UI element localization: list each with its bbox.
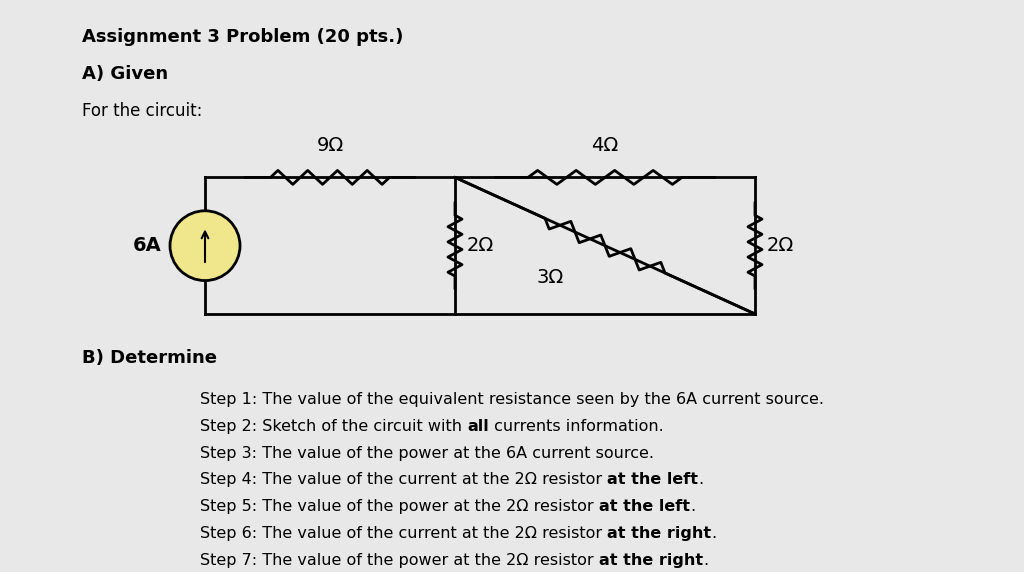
Text: Step 4: The value of the current at the 2Ω resistor: Step 4: The value of the current at the … [200, 472, 607, 487]
Text: Step 6: The value of the current at the 2Ω resistor: Step 6: The value of the current at the … [200, 526, 607, 541]
Text: Step 2: Sketch of the circuit with: Step 2: Sketch of the circuit with [200, 419, 467, 434]
Text: Step 5: The value of the power at the 2Ω resistor: Step 5: The value of the power at the 2Ω… [200, 499, 599, 514]
Circle shape [170, 211, 240, 280]
Text: 9Ω: 9Ω [316, 137, 344, 156]
Text: 3Ω: 3Ω [537, 268, 563, 287]
Text: .: . [690, 499, 695, 514]
Text: currents information.: currents information. [488, 419, 664, 434]
Text: at the right: at the right [607, 526, 712, 541]
Text: Step 7: The value of the power at the 2Ω resistor: Step 7: The value of the power at the 2Ω… [200, 553, 599, 568]
Text: B) Determine: B) Determine [82, 349, 217, 367]
Text: .: . [698, 472, 703, 487]
Text: .: . [702, 553, 708, 568]
Text: 2Ω: 2Ω [767, 236, 795, 255]
Text: 4Ω: 4Ω [592, 137, 618, 156]
Text: 2Ω: 2Ω [467, 236, 495, 255]
Text: at the left: at the left [599, 499, 690, 514]
Text: at the right: at the right [599, 553, 702, 568]
Text: A) Given: A) Given [82, 65, 168, 83]
Text: all: all [467, 419, 488, 434]
Text: 6A: 6A [133, 236, 162, 255]
Text: Step 1: The value of the equivalent resistance seen by the 6A current source.: Step 1: The value of the equivalent resi… [200, 392, 824, 407]
Text: For the circuit:: For the circuit: [82, 102, 203, 120]
Text: Assignment 3 Problem (20 pts.): Assignment 3 Problem (20 pts.) [82, 28, 403, 46]
Text: Step 3: The value of the power at the 6A current source.: Step 3: The value of the power at the 6A… [200, 446, 654, 460]
Text: .: . [712, 526, 717, 541]
Text: at the left: at the left [607, 472, 698, 487]
